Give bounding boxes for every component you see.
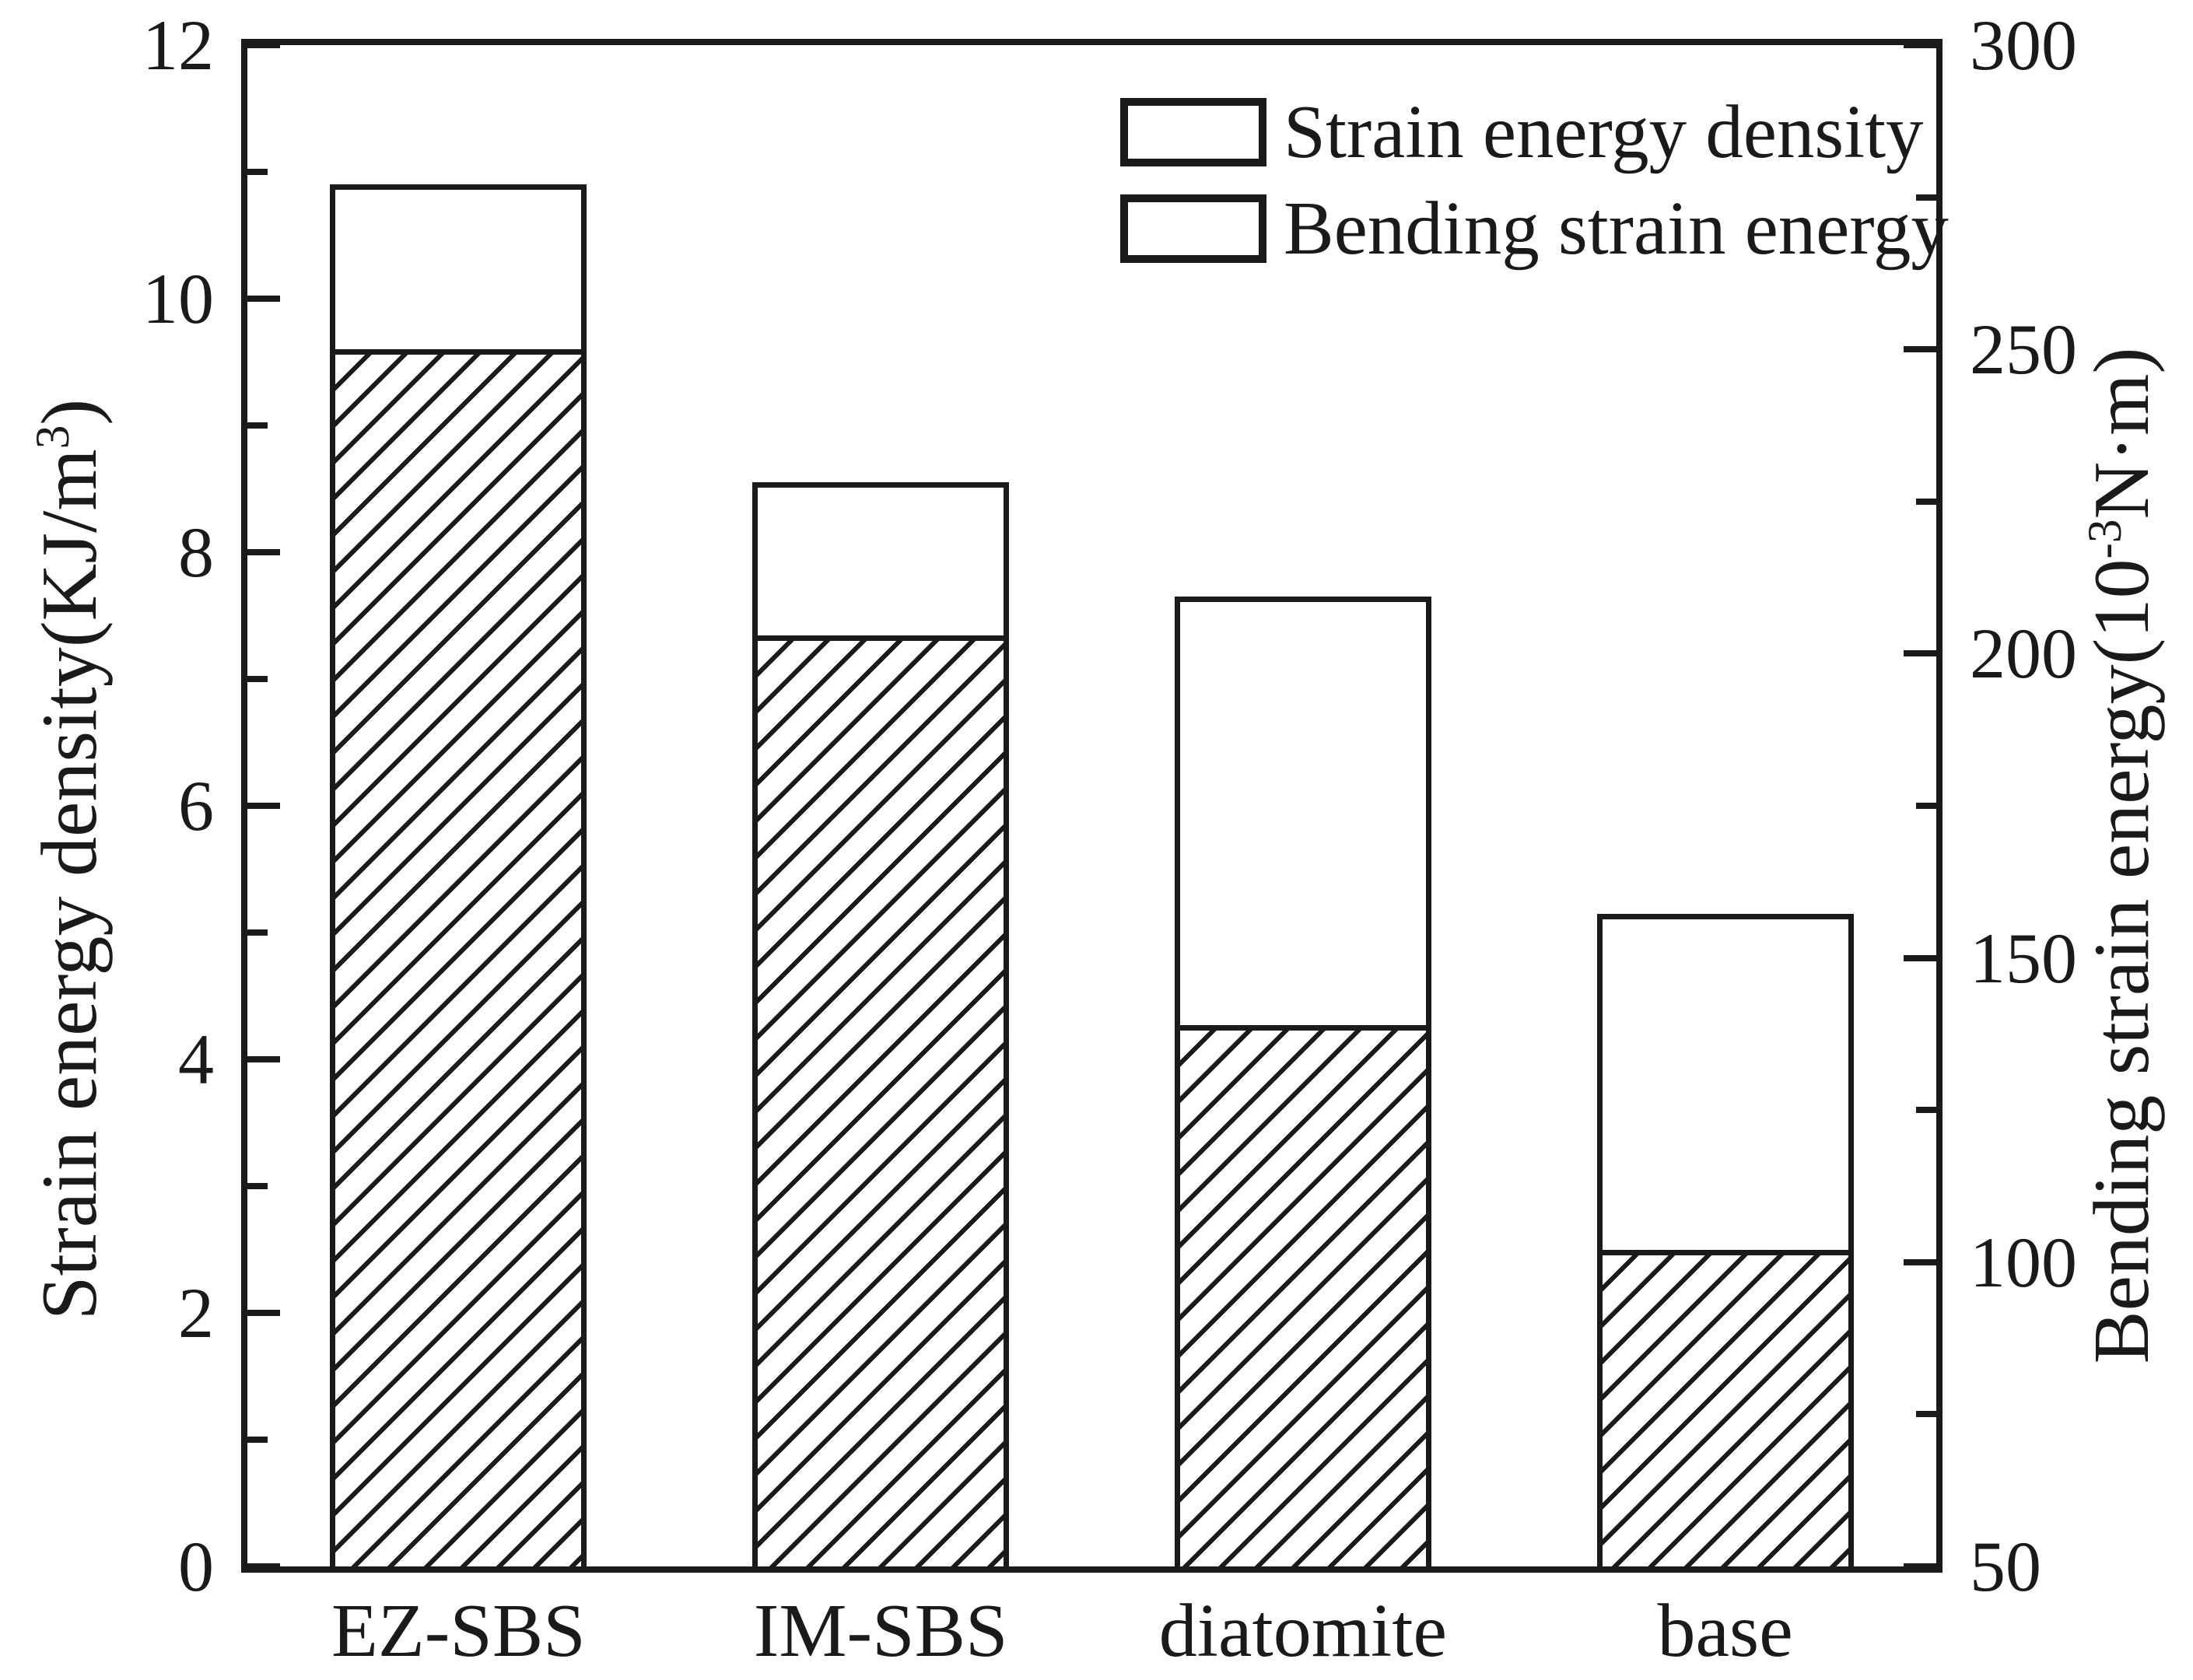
bar-hatched-im-sbs	[752, 635, 1010, 1566]
right-axis-major-tick	[1904, 346, 1936, 353]
left-axis-title-superscript: 3	[26, 425, 79, 450]
x-axis-category-label: EZ-SBS	[331, 1589, 586, 1673]
left-axis-major-tick	[247, 803, 280, 809]
left-axis-major-tick	[247, 1056, 280, 1062]
left-axis-tick-label: 6	[178, 766, 214, 845]
right-axis-minor-tick	[1916, 803, 1936, 809]
right-axis-minor-tick	[1916, 194, 1936, 201]
left-axis-minor-tick	[247, 929, 268, 936]
right-axis-minor-tick	[1916, 1411, 1936, 1418]
bar-hatched-diatomite	[1174, 1024, 1431, 1566]
left-axis-tick-label: 8	[178, 513, 214, 592]
x-axis-category-label: IM-SBS	[753, 1589, 1008, 1673]
left-axis-minor-tick	[247, 1437, 268, 1443]
left-axis-tick-label: 4	[178, 1020, 214, 1099]
left-axis-major-tick	[247, 549, 280, 555]
legend-swatch-hatched	[1120, 194, 1266, 263]
left-axis-minor-tick	[247, 676, 268, 682]
legend-item-strain-energy-density: Strain energy density	[1120, 93, 1949, 171]
right-axis-tick-label: 200	[1970, 614, 2077, 694]
right-axis-minor-tick	[1916, 498, 1936, 505]
bar-hatched-base	[1596, 1250, 1854, 1566]
legend-swatch-plain	[1120, 98, 1266, 166]
x-axis-category-label: diatomite	[1158, 1589, 1447, 1673]
legend-label: Bending strain energy	[1284, 187, 1949, 270]
left-axis-title-suffix: )	[26, 398, 114, 425]
right-axis-title-suffix: N·m)	[2078, 347, 2166, 520]
legend: Strain energy density Bending strain ene…	[1120, 93, 1949, 286]
left-axis-minor-tick	[247, 169, 268, 175]
left-axis-tick-label: 10	[142, 259, 214, 338]
bar-hatched-ez-sbs	[330, 349, 587, 1566]
left-axis-minor-tick	[247, 422, 268, 429]
right-axis-tick-label: 300	[1970, 5, 2077, 85]
right-axis-major-tick	[1904, 1563, 1936, 1570]
legend-item-bending-strain-energy: Bending strain energy	[1120, 190, 1949, 268]
left-axis-major-tick	[247, 1563, 280, 1570]
right-axis-major-tick	[1904, 954, 1936, 961]
right-axis-tick-label: 50	[1970, 1527, 2041, 1606]
right-axis-tick-label: 100	[1970, 1222, 2077, 1302]
left-axis-major-tick	[247, 42, 280, 48]
plot-area: Strain energy density Bending strain ene…	[241, 39, 1949, 1573]
left-axis-tick-label: 2	[178, 1273, 214, 1353]
right-axis-title: Bending strain energy(10-3N·m)	[2078, 347, 2166, 1364]
left-axis-tick-label: 0	[178, 1527, 214, 1606]
left-axis-major-tick	[247, 296, 280, 302]
right-axis-tick-label: 250	[1970, 310, 2077, 390]
right-axis-tick-label: 150	[1970, 918, 2077, 998]
right-axis-title-text: Bending strain energy(10	[2078, 558, 2166, 1364]
right-axis-minor-tick	[1916, 1107, 1936, 1114]
x-axis-category-label: base	[1657, 1589, 1793, 1673]
left-axis-tick-label: 12	[142, 5, 214, 85]
right-axis-major-tick	[1904, 1258, 1936, 1265]
legend-label: Strain energy density	[1284, 90, 1924, 173]
right-axis-major-tick	[1904, 650, 1936, 657]
left-axis-major-tick	[247, 1310, 280, 1316]
right-axis-major-tick	[1904, 42, 1936, 48]
left-axis-minor-tick	[247, 1183, 268, 1189]
right-axis-title-superscript: -3	[2079, 519, 2132, 559]
